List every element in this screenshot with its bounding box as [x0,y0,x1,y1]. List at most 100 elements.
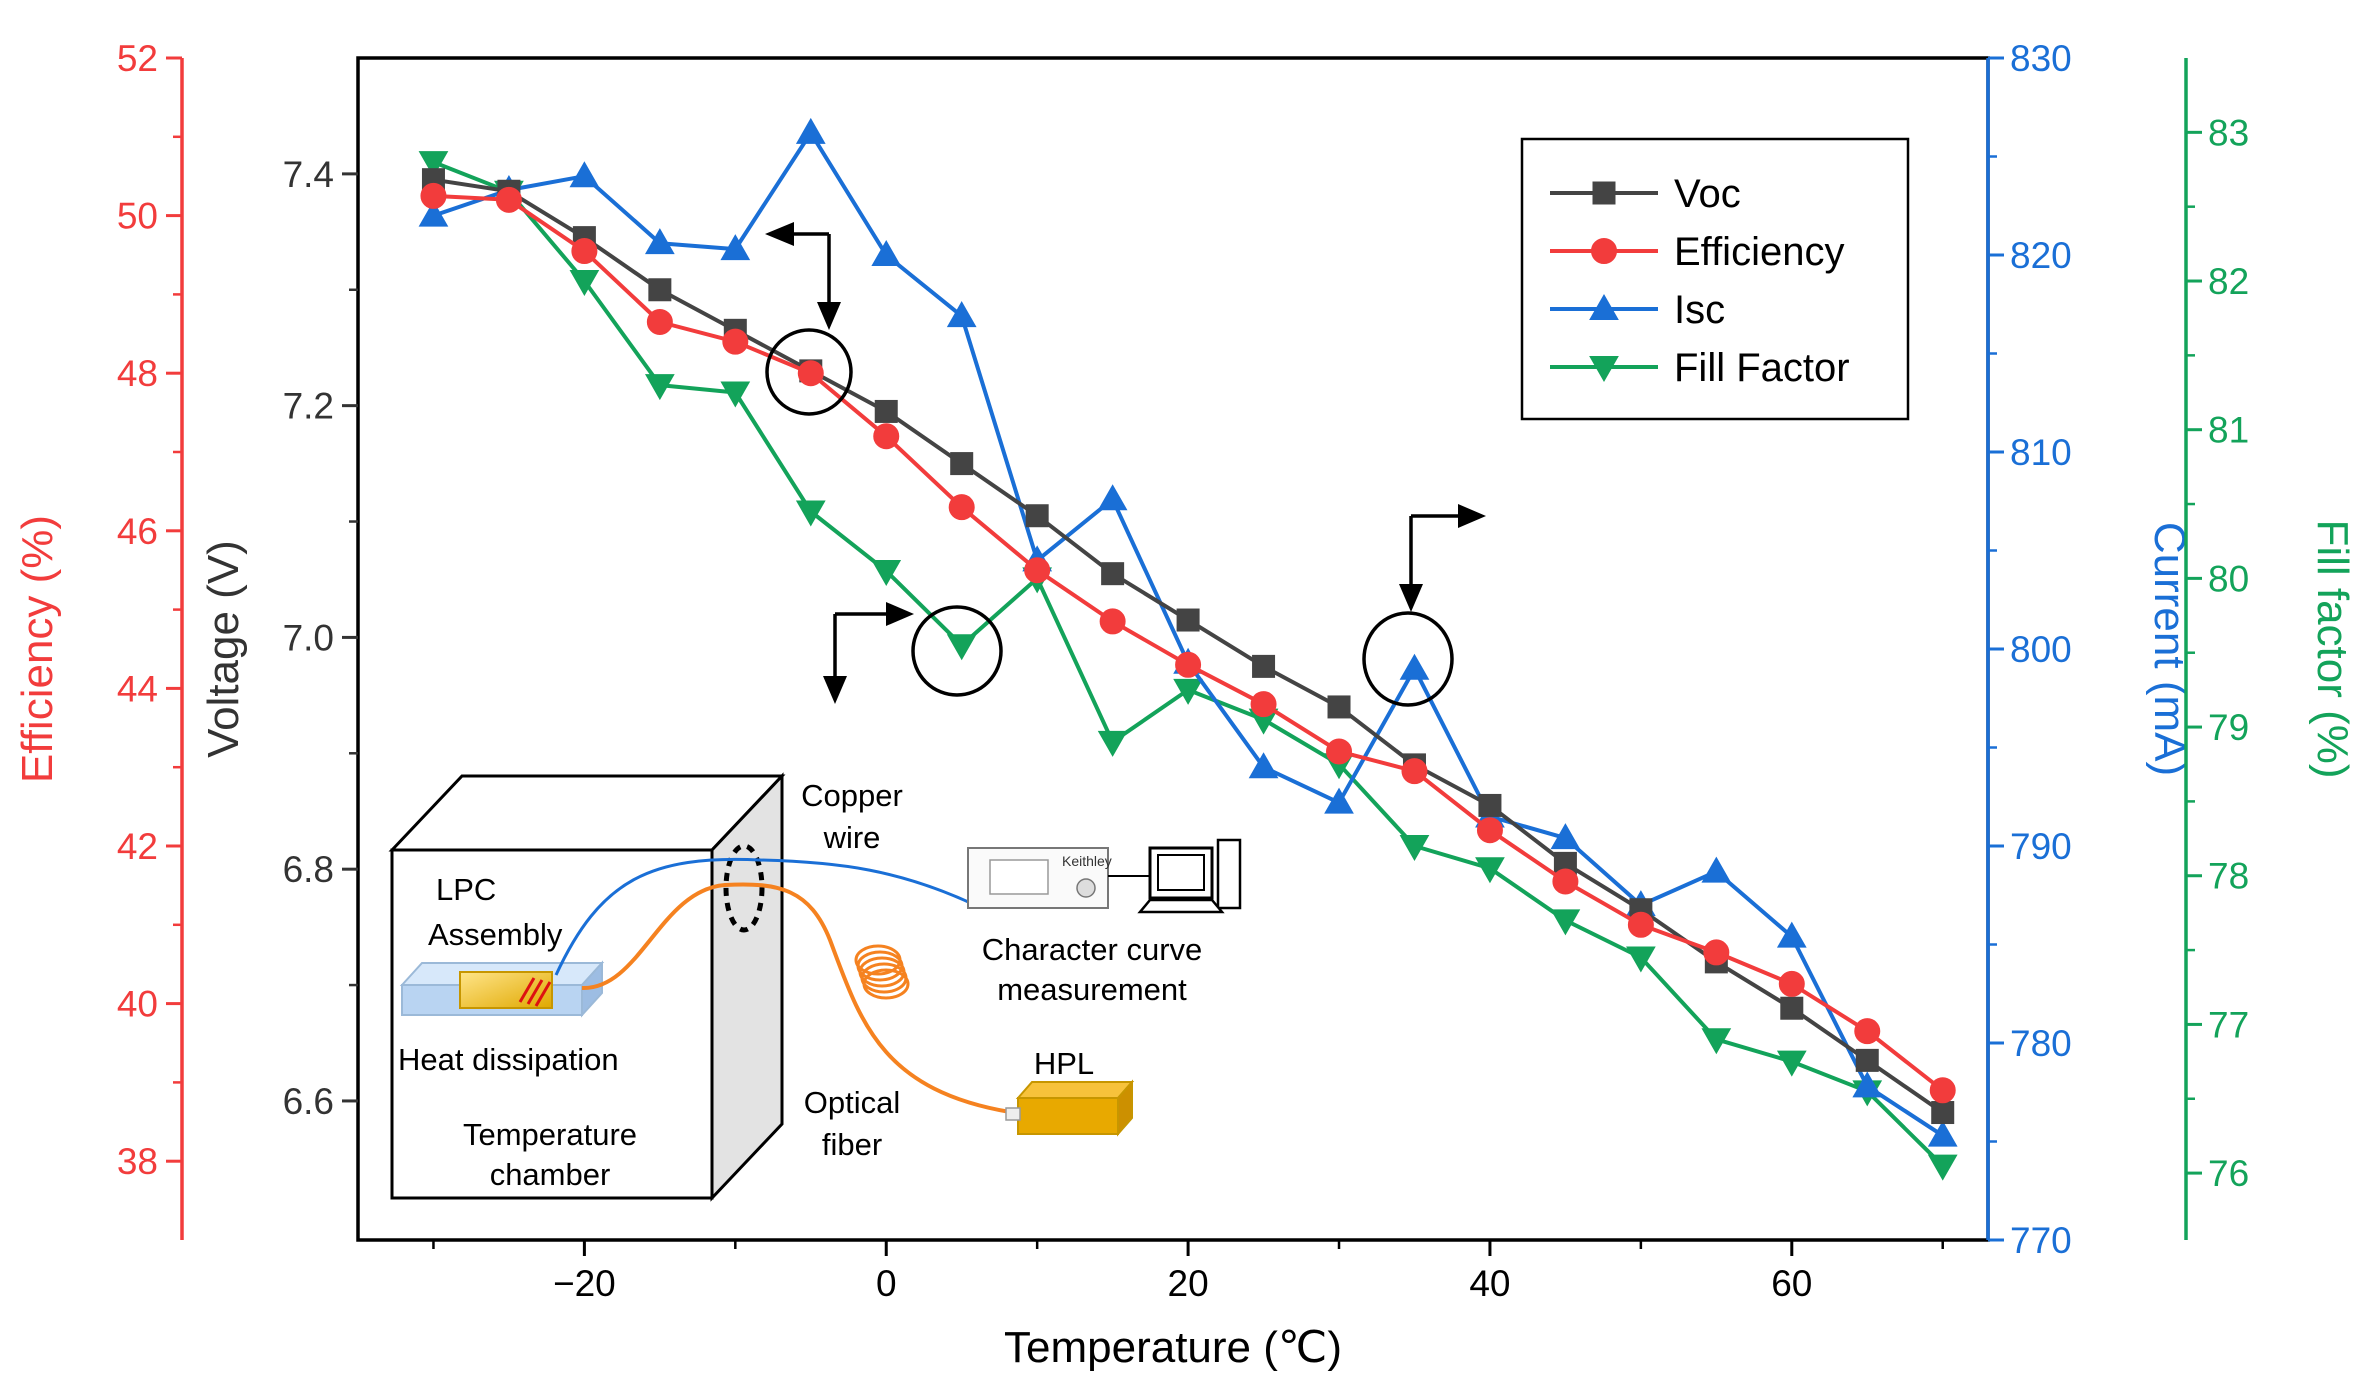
legend-label-voc: Voc [1674,172,1741,216]
y-tick-label: 76 [2208,1153,2249,1194]
point-isc [569,161,600,188]
point-fill-factor [1550,909,1581,936]
legend: Voc Efficiency Isc Fill Factor [1520,137,1910,421]
copper-wire [554,857,976,976]
point-fill-factor [720,381,751,408]
y-tick-label: 82 [2208,261,2249,302]
point-isc [1248,752,1279,779]
y-tick-label: 830 [2010,38,2072,79]
label-hpl: HPL [1034,1046,1094,1081]
x-tick-label: −20 [553,1263,616,1304]
annotation-arrowhead [1399,584,1423,612]
point-isc [1701,856,1732,883]
keithley-label: Keithley [1062,853,1112,869]
lpc-wires [518,977,552,1007]
point-isc [1550,823,1581,850]
y-tick-label: 77 [2208,1004,2249,1045]
point-efficiency [1326,738,1353,765]
point-isc [644,228,675,255]
point-voc [1478,793,1502,817]
experimental-setup-inset: Keithley LPC Assembly Heat dissipation Tempe… [388,772,1242,1202]
point-efficiency [646,308,673,335]
fiber-coil [862,968,910,1000]
point-efficiency [1175,651,1202,678]
label-measurement: measurement [997,972,1187,1007]
point-fill-factor [644,374,675,401]
keithley-screen [989,859,1049,895]
point-efficiency [722,328,749,355]
y-tick-label: 6.6 [283,1081,334,1122]
annotation-circle-voc [765,328,853,416]
point-fill-factor [1701,1028,1732,1055]
x-axis-title: Temperature (℃) [1004,1323,1342,1372]
y-tick-label: 7.4 [283,154,334,195]
point-voc [1252,654,1276,678]
y-tick-label: 7.2 [283,386,334,427]
point-efficiency [1778,970,1805,997]
y-tick-label: 38 [117,1141,158,1182]
hpl-side [1117,1079,1133,1137]
point-efficiency [1929,1077,1956,1104]
y-axis-efficiency: 38 40 42 44 46 48 50 52 Efficiency (%) [13,38,184,1240]
legend-marker-fill-factor [1589,356,1619,383]
point-voc [1176,608,1200,632]
label-temperature: Temperature [463,1117,637,1152]
legend-label-efficiency: Efficiency [1674,230,1844,274]
point-fill-factor [946,634,977,661]
point-voc [1327,695,1351,719]
y-tick-label: 790 [2010,826,2072,867]
hpl-top [1015,1081,1135,1099]
point-fill-factor [1776,1050,1807,1077]
annotation-arrowhead [1458,504,1486,528]
y-tick-label: 81 [2208,410,2249,451]
point-efficiency [1552,868,1579,895]
annotations [765,222,1486,707]
point-efficiency [1476,817,1503,844]
point-voc [1101,562,1125,586]
y-tick-label: 50 [117,196,158,237]
point-efficiency [948,494,975,521]
y-tick-label: 78 [2208,856,2249,897]
point-fill-factor [795,500,826,527]
point-voc [648,278,672,302]
chamber-side [710,772,784,1202]
chamber-port [723,843,765,933]
point-isc [871,239,902,266]
point-voc [1780,996,1804,1020]
point-efficiency [873,423,900,450]
annotation-circle-fill-factor [911,605,1003,697]
label-fiber: fiber [822,1127,882,1162]
y-tick-label: 48 [117,353,158,394]
point-efficiency [797,360,824,387]
point-efficiency [1250,691,1277,718]
point-isc [795,117,826,144]
point-isc [1927,1120,1958,1147]
y-tick-label: 40 [117,984,158,1025]
point-fill-factor [1626,946,1656,973]
y-tick-label: 83 [2208,112,2249,153]
point-isc [1097,484,1128,511]
y-axis-title: Efficiency (%) [13,515,62,783]
y-tick-label: 820 [2010,235,2072,276]
annotation-arrowhead [886,602,914,626]
point-isc [946,301,977,328]
optical-fiber [581,882,1011,1114]
point-isc [1852,1071,1883,1098]
point-voc [1025,504,1049,528]
y-axis-fill-factor: 76 77 78 79 80 81 82 83 Fill factor (%) [2184,58,2357,1240]
label-copper: Copper [801,778,903,813]
point-voc [1855,1048,1879,1072]
point-efficiency [571,238,598,265]
x-tick-label: 40 [1469,1263,1510,1304]
point-voc [874,399,898,423]
point-fill-factor [1399,835,1430,862]
annotation-arrowhead [765,222,794,246]
point-voc [1931,1101,1955,1125]
point-efficiency [420,182,447,209]
label-wire: wire [823,820,881,855]
point-fill-factor [1173,678,1203,705]
label-character-curve: Character curve [982,932,1203,967]
legend-marker-voc [1592,181,1616,205]
label-chamber: chamber [490,1157,611,1192]
